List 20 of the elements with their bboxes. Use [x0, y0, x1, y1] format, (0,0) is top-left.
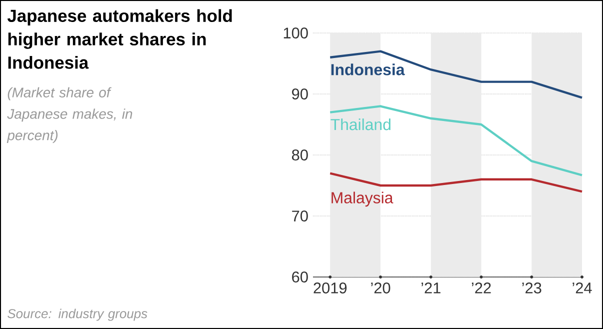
- line-series: [329, 172, 584, 193]
- x-tick-label: ’20: [371, 282, 390, 294]
- x-tick-label: 2019: [314, 282, 347, 294]
- x-tick-label: ’21: [422, 282, 440, 294]
- y-tick-label: 90: [292, 88, 308, 100]
- y-tick-label: 100: [284, 28, 308, 38]
- series-label: Indonesia: [331, 64, 405, 76]
- x-tick-label: ’22: [472, 282, 491, 294]
- line-series: [329, 105, 584, 176]
- source-note: Source: industry groups: [8, 308, 148, 321]
- series-label: Thailand: [330, 118, 390, 130]
- series-label: Malaysia: [332, 192, 394, 207]
- text: Japanese automakers hold higher market shares in Indonesia: [7, 9, 232, 69]
- x-tick-label: ’24: [572, 282, 592, 294]
- y-tick-label: 60: [292, 272, 308, 282]
- y-tick-label: 80: [292, 150, 308, 160]
- y-tick-label: 70: [292, 210, 308, 222]
- line-series: [329, 50, 584, 99]
- text: (Market share of Japanese makes, in percent): [6, 87, 132, 144]
- x-tick-label: ’23: [522, 282, 542, 294]
